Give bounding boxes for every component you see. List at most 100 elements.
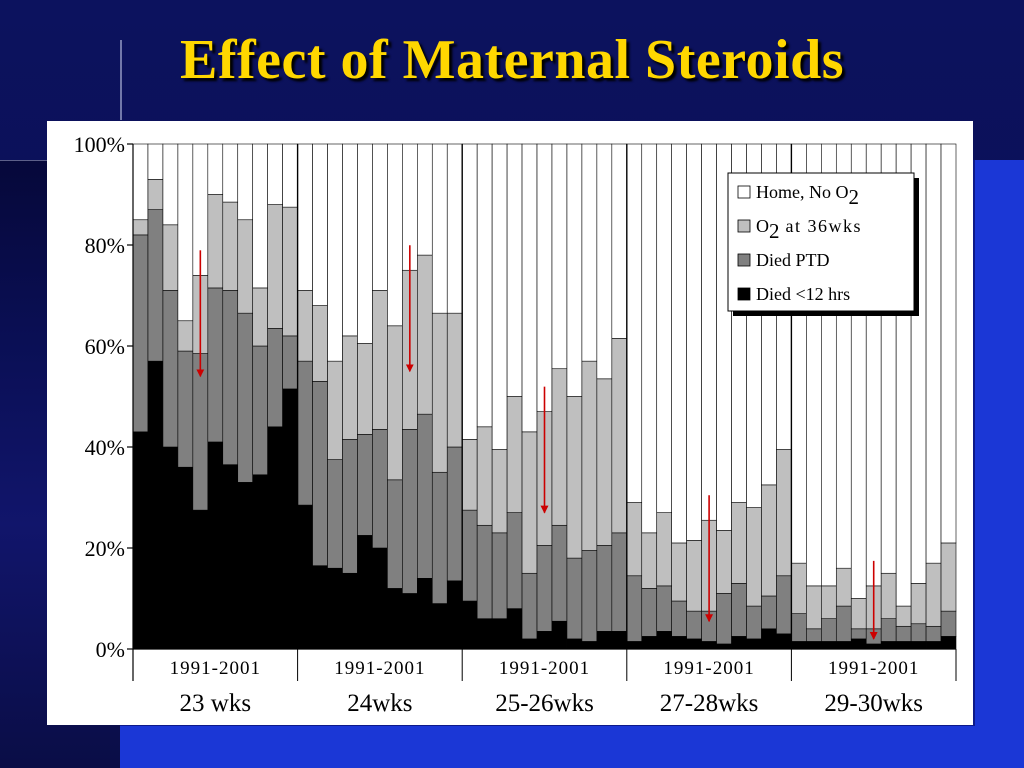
y-tick-label: 80% bbox=[85, 233, 125, 258]
bar-segment-died-ptd bbox=[222, 290, 239, 465]
bar-segment-died-ptd bbox=[925, 625, 942, 642]
bar-segment-o2-at-36wks bbox=[880, 572, 897, 620]
bar-segment-died-under-12h bbox=[746, 638, 762, 650]
slide-title: Effect of Maternal Steroids bbox=[179, 29, 845, 91]
bar-segment-o2-at-36wks bbox=[177, 320, 194, 352]
bar-segment-died-under-12h bbox=[312, 565, 328, 650]
bar-segment-home-no-o2 bbox=[656, 143, 672, 513]
legend-swatch bbox=[737, 287, 751, 301]
group-years-label: 1991-2001 bbox=[499, 658, 590, 679]
legend-label: O2 at 36wks bbox=[756, 216, 862, 243]
background-bottom-panel bbox=[120, 726, 1024, 768]
bar-segment-died-ptd bbox=[297, 360, 313, 506]
background-right-panel bbox=[975, 160, 1024, 768]
bar-segment-o2-at-36wks bbox=[910, 583, 927, 625]
bar-segment-died-under-12h bbox=[850, 638, 867, 650]
bar-segment-o2-at-36wks bbox=[656, 512, 672, 587]
bar-segment-died-under-12h bbox=[132, 431, 149, 650]
bar-segment-home-no-o2 bbox=[491, 143, 508, 450]
legend bbox=[727, 172, 915, 312]
bar-segment-died-ptd bbox=[177, 350, 194, 468]
bar-segment-died-ptd bbox=[821, 618, 837, 642]
decorative-vertical-line bbox=[120, 40, 122, 120]
bar-segment-died-under-12h bbox=[282, 388, 298, 650]
bar-segment-died-under-12h bbox=[806, 641, 822, 650]
bar-segment-home-no-o2 bbox=[566, 143, 583, 397]
bar-segment-o2-at-36wks bbox=[850, 598, 867, 630]
y-tick-label: 60% bbox=[85, 334, 125, 359]
bar-segment-o2-at-36wks bbox=[387, 325, 403, 481]
group-category-label: 27-28wks bbox=[660, 690, 759, 717]
bar-segment-o2-at-36wks bbox=[626, 502, 643, 577]
bar-segment-o2-at-36wks bbox=[132, 219, 149, 236]
y-tick-label: 40% bbox=[85, 435, 125, 460]
bar-segment-died-ptd bbox=[581, 550, 598, 642]
bar-segment-died-under-12h bbox=[656, 631, 672, 650]
bar-segment-died-under-12h bbox=[372, 547, 388, 650]
bar-segment-o2-at-36wks bbox=[940, 542, 957, 612]
group-years-label: 1991-2001 bbox=[663, 658, 754, 679]
bar-segment-home-no-o2 bbox=[267, 143, 283, 205]
group-category-label: 23 wks bbox=[180, 690, 252, 717]
bar-segment-died-ptd bbox=[506, 512, 523, 609]
bar-segment-died-ptd bbox=[806, 628, 822, 642]
bar-segment-died-ptd bbox=[162, 290, 179, 448]
bar-segment-died-under-12h bbox=[880, 641, 897, 650]
bar-segment-o2-at-36wks bbox=[297, 290, 313, 362]
bar-segment-died-under-12h bbox=[821, 641, 837, 650]
bar-segment-died-ptd bbox=[387, 479, 403, 589]
bar-segment-o2-at-36wks bbox=[611, 338, 628, 534]
bar-segment-died-ptd bbox=[895, 625, 912, 642]
bar-segment-died-under-12h bbox=[835, 641, 852, 650]
bar-segment-died-under-12h bbox=[776, 633, 792, 650]
bar-segment-died-ptd bbox=[192, 353, 209, 511]
bar-segment-died-ptd bbox=[551, 524, 568, 622]
bar-segment-died-under-12h bbox=[581, 641, 598, 650]
bar-segment-o2-at-36wks bbox=[521, 431, 538, 574]
bar-segment-died-ptd bbox=[207, 287, 224, 443]
bar-segment-o2-at-36wks bbox=[222, 201, 239, 291]
bar-segment-died-under-12h bbox=[446, 580, 463, 650]
bar-segment-died-ptd bbox=[431, 471, 448, 604]
bar-segment-home-no-o2 bbox=[611, 143, 628, 339]
bar-segment-o2-at-36wks bbox=[641, 532, 658, 589]
bar-segment-died-under-12h bbox=[192, 509, 209, 650]
bar-segment-died-ptd bbox=[835, 605, 852, 642]
legend-label: Died PTD bbox=[756, 250, 830, 270]
bar-segment-o2-at-36wks bbox=[476, 426, 493, 526]
bar-segment-o2-at-36wks bbox=[327, 360, 343, 460]
bar-segment-died-under-12h bbox=[357, 535, 373, 650]
bar-segment-o2-at-36wks bbox=[207, 194, 224, 289]
bar-segment-died-under-12h bbox=[402, 593, 418, 650]
bar-segment-died-ptd bbox=[746, 605, 762, 640]
bar-segment-died-ptd bbox=[536, 545, 553, 632]
bar-segment-o2-at-36wks bbox=[671, 542, 687, 602]
bar-segment-died-under-12h bbox=[417, 577, 433, 650]
bar-segment-died-ptd bbox=[761, 595, 777, 630]
bar-segment-died-ptd bbox=[566, 557, 583, 640]
bar-segment-died-ptd bbox=[417, 413, 433, 579]
bar-segment-o2-at-36wks bbox=[237, 219, 254, 314]
bar-segment-died-ptd bbox=[476, 524, 493, 619]
bar-segment-home-no-o2 bbox=[506, 143, 523, 397]
bar-segment-died-under-12h bbox=[461, 600, 478, 650]
chart-panel: 1991-2001 23 wks 1991-2001 24wks 1991-2001 25… bbox=[47, 121, 973, 725]
bar-segment-died-under-12h bbox=[596, 631, 613, 650]
group-years-label: 1991-2001 bbox=[334, 658, 425, 679]
bar-segment-died-under-12h bbox=[761, 628, 777, 650]
bar-segment-o2-at-36wks bbox=[925, 562, 942, 627]
bar-segment-died-ptd bbox=[671, 600, 687, 637]
bar-segment-died-under-12h bbox=[207, 441, 224, 650]
bar-segment-o2-at-36wks bbox=[147, 179, 164, 210]
bar-segment-home-no-o2 bbox=[551, 143, 568, 370]
bar-segment-o2-at-36wks bbox=[686, 540, 702, 612]
bar-segment-home-no-o2 bbox=[581, 143, 598, 362]
bar-segment-o2-at-36wks bbox=[162, 224, 179, 291]
bar-segment-died-under-12h bbox=[536, 631, 553, 650]
bar-segment-home-no-o2 bbox=[431, 143, 448, 314]
bar-segment-home-no-o2 bbox=[641, 143, 658, 534]
bar-segment-died-ptd bbox=[147, 209, 164, 362]
bar-segment-home-no-o2 bbox=[222, 143, 239, 203]
bar-segment-died-under-12h bbox=[521, 638, 538, 650]
bar-segment-died-under-12h bbox=[686, 638, 702, 650]
